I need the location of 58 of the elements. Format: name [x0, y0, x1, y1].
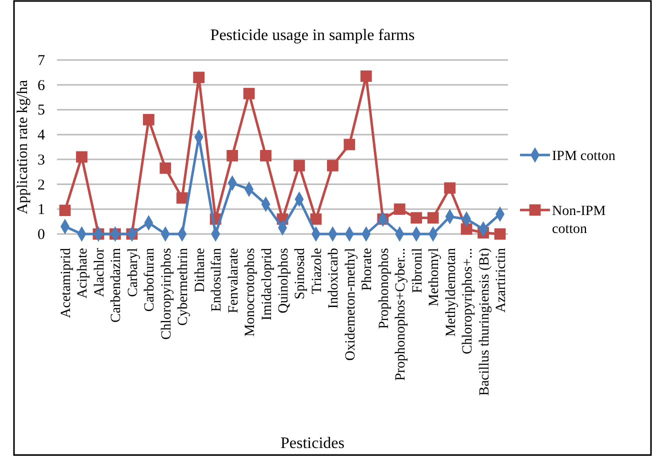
x-tick-label: Chloropyiriphos	[159, 248, 174, 340]
point	[243, 88, 255, 100]
x-tick-label: Indoxicarb	[326, 248, 342, 309]
point	[326, 160, 338, 172]
chart-title: Pesticide usage in sample farms	[210, 27, 415, 44]
point	[310, 213, 322, 225]
x-tick-label: Dithane	[192, 248, 208, 292]
x-axis-title: Pesticides	[280, 435, 344, 452]
point	[394, 203, 406, 215]
x-tick-label: Aciphate	[76, 248, 91, 299]
y-axis-title: Application rate kg/ha	[15, 80, 31, 214]
point	[360, 70, 372, 82]
point	[344, 138, 356, 150]
x-tick-label: Carbendazim	[109, 248, 124, 323]
x-tick-label: Prophonophos	[376, 248, 392, 329]
x-tick-label: Acetamiprid	[59, 248, 74, 318]
point	[59, 204, 71, 216]
point	[160, 162, 172, 174]
x-tick-label: Methomyl	[427, 248, 442, 306]
y-tick-label: 7	[38, 53, 46, 69]
x-tick-label: Azartirictin	[494, 248, 509, 313]
y-tick-label: 6	[38, 78, 46, 94]
point	[410, 212, 422, 224]
x-tick-label: Methyldemotan	[444, 248, 459, 337]
y-tick-label: 4	[38, 128, 46, 144]
point	[494, 228, 506, 240]
y-tick-label: 5	[38, 102, 45, 119]
x-tick-label: Monocrotophos	[243, 248, 258, 337]
point	[444, 182, 456, 194]
x-tick-label: Endosulfan	[210, 248, 225, 312]
x-tick-label: Imidacloprid	[260, 248, 275, 320]
x-tick-label: Oxidemeton-methyl	[343, 248, 358, 361]
x-tick-label: Spinosad	[293, 248, 308, 300]
point	[76, 151, 88, 163]
point	[226, 150, 238, 162]
legend-label: IPM cotton	[552, 149, 616, 164]
x-tick-label: Triazole	[310, 248, 325, 294]
x-tick-label: Fibronil	[410, 248, 426, 294]
legend-label: Non-IPM cotton	[552, 204, 606, 237]
x-tick-label: Fenvalarate	[226, 248, 242, 314]
x-tick-label: Cybermethrin	[176, 248, 192, 326]
x-tick-label: Prophonophos+Cyber...	[394, 248, 409, 381]
point	[427, 212, 439, 224]
x-tick-label: Chloropyriphos+...	[460, 248, 476, 354]
point	[294, 160, 305, 172]
y-tick-label: 0	[38, 227, 45, 243]
y-tick-label: 3	[38, 152, 45, 168]
point	[193, 72, 205, 84]
y-tick-label: 1	[38, 202, 45, 218]
point	[260, 150, 272, 162]
x-tick-label: Alachlor	[92, 248, 108, 297]
y-tick-label: 2	[38, 177, 45, 194]
x-tick-label: Carbaryl	[126, 248, 141, 297]
x-tick-label: Quinolphos	[276, 248, 292, 314]
x-tick-label: Carbofuran	[142, 248, 158, 312]
x-tick-label: Phorate	[360, 248, 376, 291]
point	[142, 114, 154, 126]
x-tick-label: Bacillus thuringiensis (Bt)	[477, 248, 492, 396]
